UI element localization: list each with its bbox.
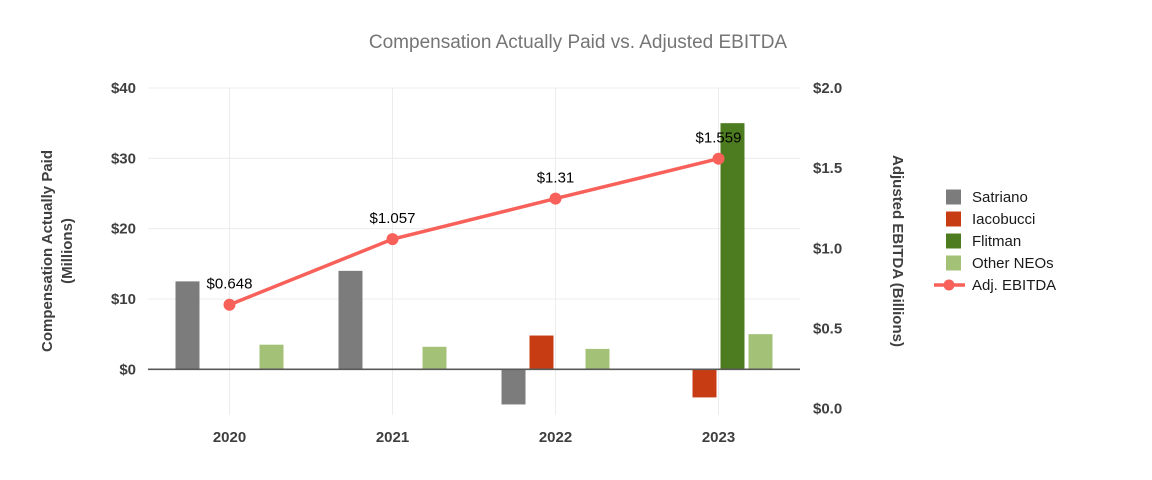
legend-item-adj-ebitda: Adj. EBITDA [934, 277, 1056, 294]
x-tick-2021: 2021 [376, 429, 409, 446]
bar-satriano-2020 [175, 281, 200, 370]
left-axis-title-line1: Compensation Actually Paid [39, 150, 56, 352]
bar-satriano-2022 [501, 369, 526, 405]
adj-ebitda-label-2020: $0.648 [207, 276, 253, 293]
axis-ticks: $0 $10 $20 $30 $40 $0.0 $0.5 $1.0 $1.5 $2.0 2020 20… [111, 80, 842, 446]
right-tick-2: $1.0 [813, 240, 842, 257]
bar-other-neos-2020 [259, 344, 284, 370]
legend-label-iacobucci: Iacobucci [972, 211, 1035, 228]
bar-other-neos-2021 [422, 346, 447, 370]
legend: Satriano Iacobucci Flitman Other NEOs Adj. E… [934, 189, 1056, 294]
bar-iacobucci-2022 [529, 335, 554, 370]
adj-ebitda-point-2021 [386, 233, 399, 246]
right-tick-4: $2.0 [813, 80, 842, 97]
x-tick-2023: 2023 [702, 429, 735, 446]
bars [175, 123, 773, 405]
right-tick-0: $0.0 [813, 401, 842, 418]
point-labels: $0.648 $1.057 $1.31 $1.559 [207, 130, 742, 293]
legend-swatch-flitman [946, 233, 961, 249]
right-axis-title: Adjusted EBITDA (Billions) [889, 155, 906, 347]
legend-swatch-satriano [946, 189, 961, 205]
chart-title: Compensation Actually Paid vs. Adjusted … [369, 32, 788, 53]
legend-swatch-iacobucci [946, 211, 961, 227]
left-tick-3: $30 [111, 150, 136, 167]
adj-ebitda-label-2022: $1.31 [537, 170, 575, 187]
bar-other-neos-2022 [585, 348, 610, 370]
legend-item-other-neos: Other NEOs [946, 255, 1054, 272]
legend-item-satriano: Satriano [946, 189, 1028, 206]
adj-ebitda-label-2021: $1.057 [370, 210, 416, 227]
adj-ebitda-line [228, 156, 719, 307]
x-tick-2022: 2022 [539, 429, 572, 446]
adj-ebitda-point-2023 [712, 152, 725, 165]
legend-item-iacobucci: Iacobucci [946, 211, 1035, 228]
adj-ebitda-point-2022 [549, 192, 562, 205]
left-tick-2: $20 [111, 221, 136, 238]
bar-other-neos-2023 [748, 334, 773, 370]
x-tick-2020: 2020 [213, 429, 246, 446]
left-tick-4: $40 [111, 80, 136, 97]
legend-label-other-neos: Other NEOs [972, 255, 1054, 272]
legend-label-adj-ebitda: Adj. EBITDA [972, 277, 1056, 294]
adj-ebitda-point-2020 [223, 298, 236, 311]
bar-flitman-2023 [720, 123, 745, 370]
left-tick-0: $0 [119, 361, 136, 378]
legend-item-flitman: Flitman [946, 233, 1021, 250]
ebitda-line [223, 152, 725, 311]
bar-satriano-2021 [338, 270, 363, 370]
right-tick-3: $1.5 [813, 160, 842, 177]
legend-label-satriano: Satriano [972, 189, 1028, 206]
adj-ebitda-label-2023: $1.559 [696, 130, 742, 147]
legend-line-dot-icon [943, 279, 955, 291]
legend-label-flitman: Flitman [972, 233, 1021, 250]
left-tick-1: $10 [111, 291, 136, 308]
right-tick-1: $0.5 [813, 320, 842, 337]
left-axis-title-line2: (Millions) [59, 218, 76, 284]
legend-swatch-other-neos [946, 255, 961, 271]
bar-iacobucci-2023 [692, 369, 717, 398]
